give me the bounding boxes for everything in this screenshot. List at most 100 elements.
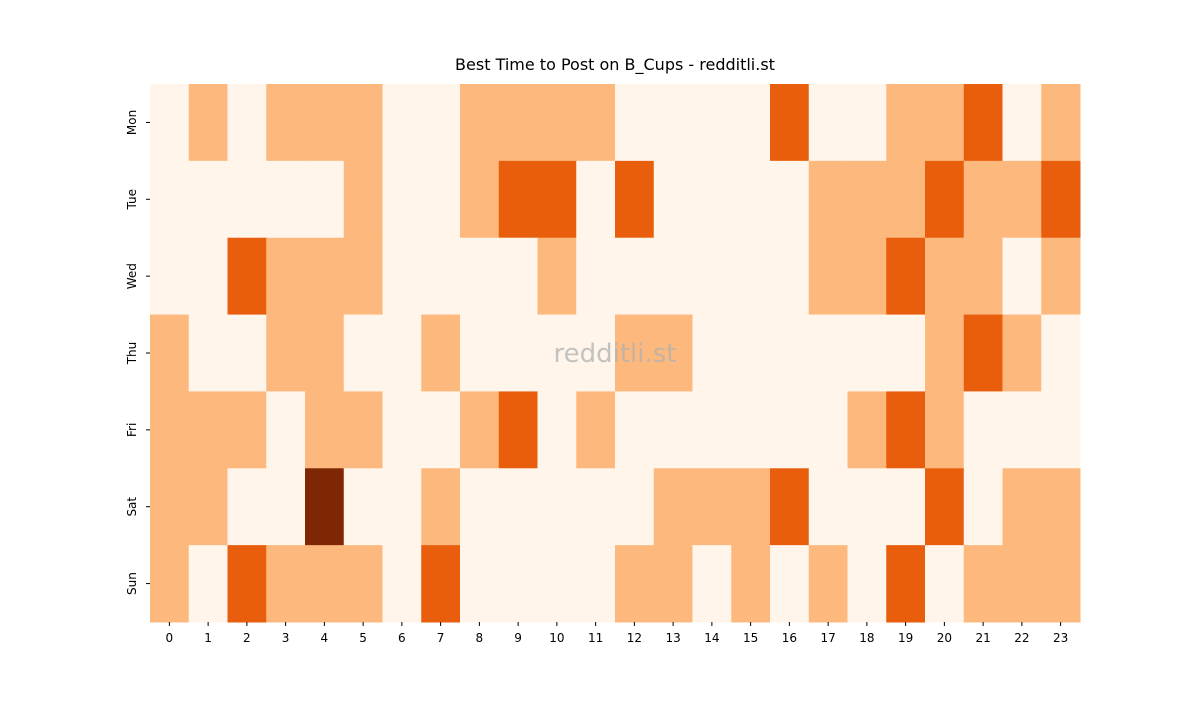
- y-tick-label: Fri: [125, 423, 139, 437]
- heat-cell: [305, 160, 345, 239]
- y-tick-label: Sat: [125, 497, 139, 517]
- y-tick-label: Thu: [125, 342, 139, 366]
- heat-cell: [847, 391, 887, 469]
- x-tick-label: 10: [549, 631, 564, 645]
- x-tick-label: 13: [665, 631, 680, 645]
- heat-cell: [150, 545, 190, 623]
- heat-cell: [266, 84, 306, 162]
- heat-cell: [963, 314, 1003, 392]
- x-tick-label: 3: [282, 631, 290, 645]
- heat-cell: [1002, 160, 1042, 239]
- heat-cell: [421, 84, 461, 162]
- heat-cell: [886, 84, 926, 162]
- heat-cell: [421, 545, 461, 623]
- heat-cell: [227, 237, 267, 316]
- heat-cell: [305, 545, 345, 623]
- heat-cell: [692, 468, 732, 546]
- heat-cell: [615, 314, 655, 392]
- heat-cell: [653, 237, 693, 316]
- heat-cell: [770, 84, 810, 162]
- heat-cell: [925, 84, 965, 162]
- heat-cell: [925, 237, 965, 316]
- heat-cell: [421, 468, 461, 546]
- heat-cell: [266, 160, 306, 239]
- heat-cell: [305, 237, 345, 316]
- heat-cell: [963, 237, 1003, 316]
- heat-cell: [150, 160, 190, 239]
- heat-cell: [925, 468, 965, 546]
- heat-cell: [847, 84, 887, 162]
- heat-cell: [692, 160, 732, 239]
- heat-cell: [1041, 545, 1081, 623]
- heat-cell: [886, 314, 926, 392]
- heat-cell: [1041, 314, 1081, 392]
- heat-cell: [1002, 468, 1042, 546]
- heat-cell: [227, 468, 267, 546]
- y-tick-label: Sun: [125, 572, 139, 595]
- x-tick-label: 2: [243, 631, 251, 645]
- heat-cell: [1041, 237, 1081, 316]
- heat-cell: [537, 314, 577, 392]
- x-tick-label: 6: [398, 631, 406, 645]
- heat-cell: [886, 237, 926, 316]
- heat-cell: [1002, 314, 1042, 392]
- heat-cell: [615, 237, 655, 316]
- heat-cell: [808, 468, 848, 546]
- heat-cell: [421, 314, 461, 392]
- heat-cell: [498, 84, 538, 162]
- heat-cell: [266, 237, 306, 316]
- heat-cell: [963, 160, 1003, 239]
- heat-cell: [421, 160, 461, 239]
- heat-cell: [537, 84, 577, 162]
- heat-cell: [576, 391, 616, 469]
- heat-cell: [382, 468, 422, 546]
- heat-cell: [886, 160, 926, 239]
- x-tick-label: 20: [937, 631, 952, 645]
- heat-cell: [963, 84, 1003, 162]
- heat-cell: [537, 160, 577, 239]
- x-tick-label: 11: [588, 631, 603, 645]
- heat-cell: [692, 84, 732, 162]
- heat-cell: [653, 468, 693, 546]
- heat-cell: [343, 391, 383, 469]
- heat-cell: [421, 237, 461, 316]
- heat-cell: [382, 391, 422, 469]
- heat-cell: [498, 545, 538, 623]
- heat-cell: [653, 391, 693, 469]
- chart-title: Best Time to Post on B_Cups - redditli.s…: [455, 55, 775, 75]
- heat-cell: [1002, 545, 1042, 623]
- heat-cell: [653, 84, 693, 162]
- heat-cell: [925, 545, 965, 623]
- x-tick-label: 23: [1053, 631, 1068, 645]
- heat-cell: [615, 84, 655, 162]
- heat-cell: [731, 237, 771, 316]
- x-tick-label: 5: [359, 631, 367, 645]
- heat-cell: [382, 314, 422, 392]
- heat-cell: [886, 545, 926, 623]
- heat-cell: [343, 84, 383, 162]
- x-tick-label: 17: [820, 631, 835, 645]
- x-tick-label: 0: [166, 631, 174, 645]
- heat-cell: [150, 237, 190, 316]
- heat-cell: [188, 160, 228, 239]
- heat-cell: [305, 391, 345, 469]
- heat-cell: [460, 468, 500, 546]
- y-tick-label: Wed: [125, 263, 139, 289]
- heat-cell: [227, 160, 267, 239]
- x-tick-label: 15: [743, 631, 758, 645]
- heat-cell: [808, 314, 848, 392]
- heat-cell: [576, 237, 616, 316]
- heat-cell: [305, 314, 345, 392]
- x-tick-label: 16: [782, 631, 797, 645]
- heat-cell: [460, 237, 500, 316]
- x-tick-label: 9: [514, 631, 522, 645]
- x-tick-label: 14: [704, 631, 719, 645]
- heat-cell: [1002, 84, 1042, 162]
- x-tick-label: 7: [437, 631, 445, 645]
- heat-cell: [498, 314, 538, 392]
- heat-cell: [266, 545, 306, 623]
- heat-cell: [460, 160, 500, 239]
- heat-cell: [925, 314, 965, 392]
- heat-cell: [343, 160, 383, 239]
